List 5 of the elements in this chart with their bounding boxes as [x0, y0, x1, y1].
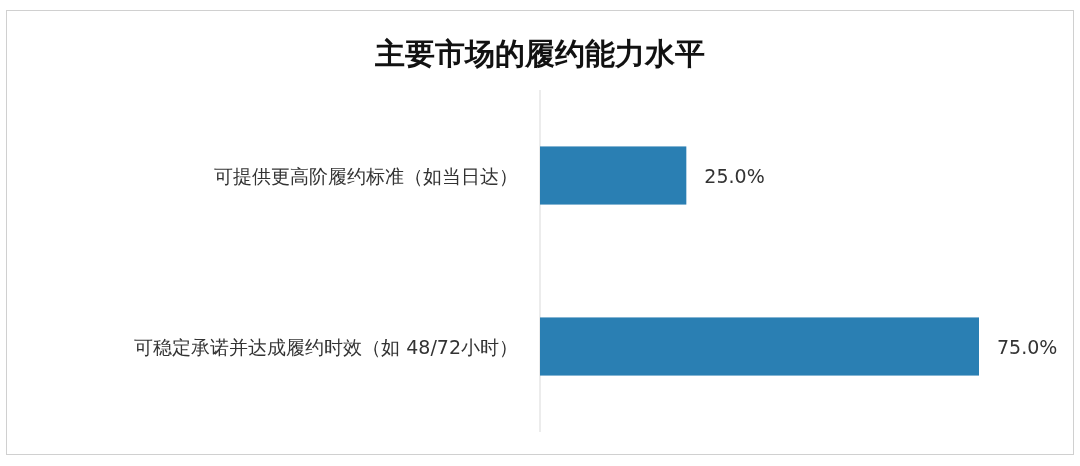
y-tick-label: 可提供更高阶履约标准（如当日达）: [214, 164, 518, 187]
data-label: 25.0%: [704, 164, 765, 187]
chart-title: 主要市场的履约能力水平: [374, 36, 705, 71]
y-tick-label: 可稳定承诺并达成履约时效（如 48/72小时）: [134, 335, 518, 358]
data-label: 75.0%: [997, 335, 1058, 358]
